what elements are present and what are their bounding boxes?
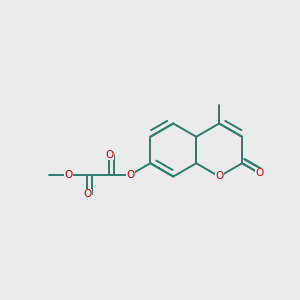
- Text: O: O: [127, 169, 135, 179]
- Text: O: O: [215, 172, 223, 182]
- Text: O: O: [255, 168, 263, 178]
- Text: O: O: [105, 150, 113, 160]
- Text: O: O: [64, 169, 72, 179]
- Text: O: O: [83, 189, 92, 200]
